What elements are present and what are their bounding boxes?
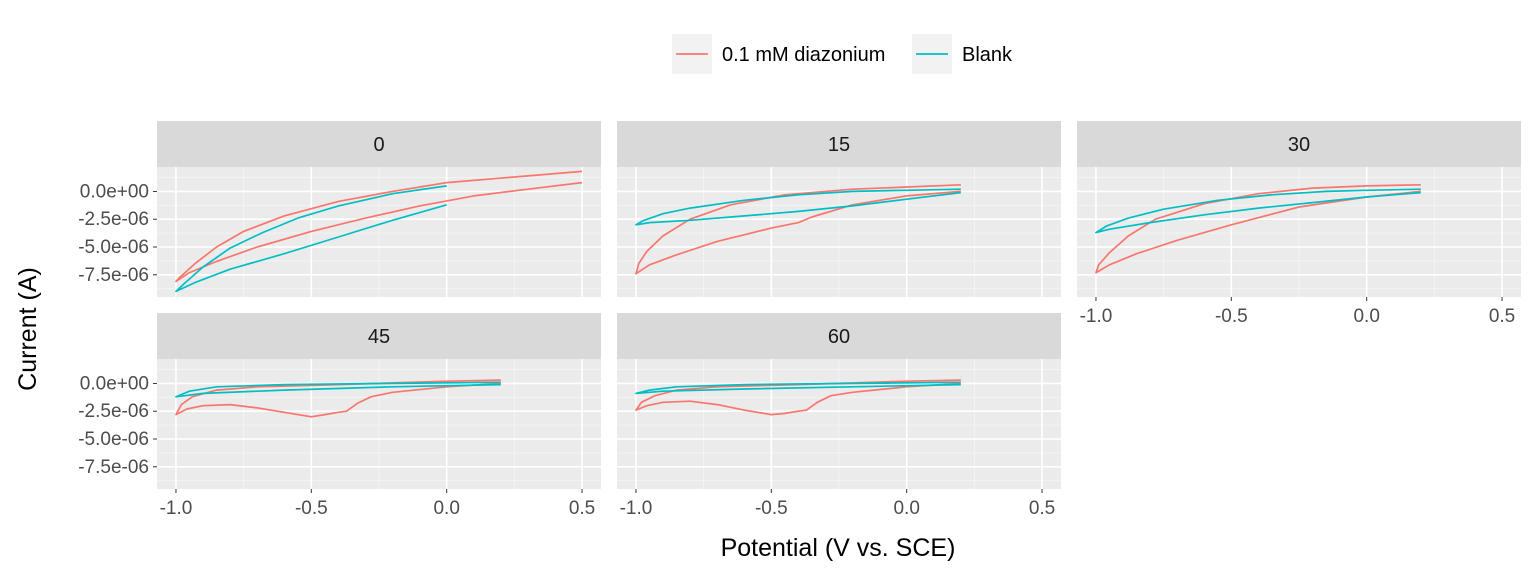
legend-label: 0.1 mM diazonium bbox=[722, 44, 885, 66]
x-tick-label: 0.5 bbox=[569, 498, 595, 519]
y-tick-label: -7.5e-06 bbox=[78, 265, 149, 286]
y-axis-title: Current (A) bbox=[14, 267, 42, 391]
facet-strip bbox=[157, 121, 601, 167]
series-line bbox=[175, 381, 501, 398]
facet-panel: 30 -1.0 -0.5 0.0 0.5 bbox=[1077, 121, 1521, 327]
facet-panel: 0 0.0e+00 -2.5e-06 -5.0e-06 -7.5e-06 bbox=[78, 121, 601, 297]
y-tick-label: -7.5e-06 bbox=[78, 457, 149, 478]
facet-strip bbox=[1077, 121, 1521, 167]
facet-strip bbox=[157, 313, 601, 359]
series-line bbox=[635, 183, 961, 275]
y-tick-label: -5.0e-06 bbox=[78, 237, 149, 258]
x-tick-label: 0.5 bbox=[1489, 306, 1515, 327]
facet-panel: 45 0.0e+00 -2.5e-06 -5.0e-06 -7.5e-06 -1.0 -0.… bbox=[78, 313, 601, 519]
x-tick-label: -0.5 bbox=[295, 498, 328, 519]
facet-strip-label: 45 bbox=[368, 326, 390, 348]
x-tick-label: -0.5 bbox=[1215, 306, 1248, 327]
x-tick-label: -1.0 bbox=[160, 498, 193, 519]
series-line bbox=[175, 185, 447, 293]
facet-panel: 15 bbox=[617, 121, 1061, 297]
facet-strip-label: 0 bbox=[373, 134, 384, 156]
facet-strip bbox=[617, 313, 1061, 359]
x-tick-label: 0.5 bbox=[1029, 498, 1055, 519]
series-line bbox=[175, 379, 501, 418]
x-axis-title: Potential (V vs. SCE) bbox=[721, 534, 956, 562]
x-tick-label: -1.0 bbox=[1080, 306, 1113, 327]
y-tick-label: -5.0e-06 bbox=[78, 429, 149, 450]
series-line bbox=[175, 170, 583, 283]
legend-item: Blank bbox=[912, 34, 1013, 74]
facet-panels: 0 0.0e+00 -2.5e-06 -5.0e-06 -7.5e-06 15 30 -1.0… bbox=[78, 121, 1521, 519]
series-line bbox=[1095, 188, 1421, 234]
facet-strip bbox=[617, 121, 1061, 167]
facet-strip-label: 30 bbox=[1288, 134, 1310, 156]
x-tick-label: -1.0 bbox=[620, 498, 653, 519]
x-tick-label: -0.5 bbox=[755, 498, 788, 519]
facet-panel: 60 -1.0 -0.5 0.0 0.5 bbox=[617, 313, 1061, 519]
facet-strip-label: 60 bbox=[828, 326, 850, 348]
x-tick-label: 0.0 bbox=[893, 498, 919, 519]
y-tick-label: -2.5e-06 bbox=[78, 401, 149, 422]
legend-item: 0.1 mM diazonium bbox=[672, 34, 885, 74]
series-line bbox=[635, 188, 961, 226]
x-tick-label: 0.0 bbox=[433, 498, 459, 519]
series-line bbox=[1095, 183, 1421, 274]
x-tick-label: 0.0 bbox=[1353, 306, 1379, 327]
series-line bbox=[635, 381, 961, 395]
y-tick-label: 0.0e+00 bbox=[80, 181, 149, 202]
series-line bbox=[635, 379, 961, 416]
y-tick-label: -2.5e-06 bbox=[78, 209, 149, 230]
y-tick-label: 0.0e+00 bbox=[80, 373, 149, 394]
legend-label: Blank bbox=[962, 44, 1013, 66]
facet-strip-label: 15 bbox=[828, 134, 850, 156]
legend: 0.1 mM diazonium Blank bbox=[672, 34, 1013, 74]
